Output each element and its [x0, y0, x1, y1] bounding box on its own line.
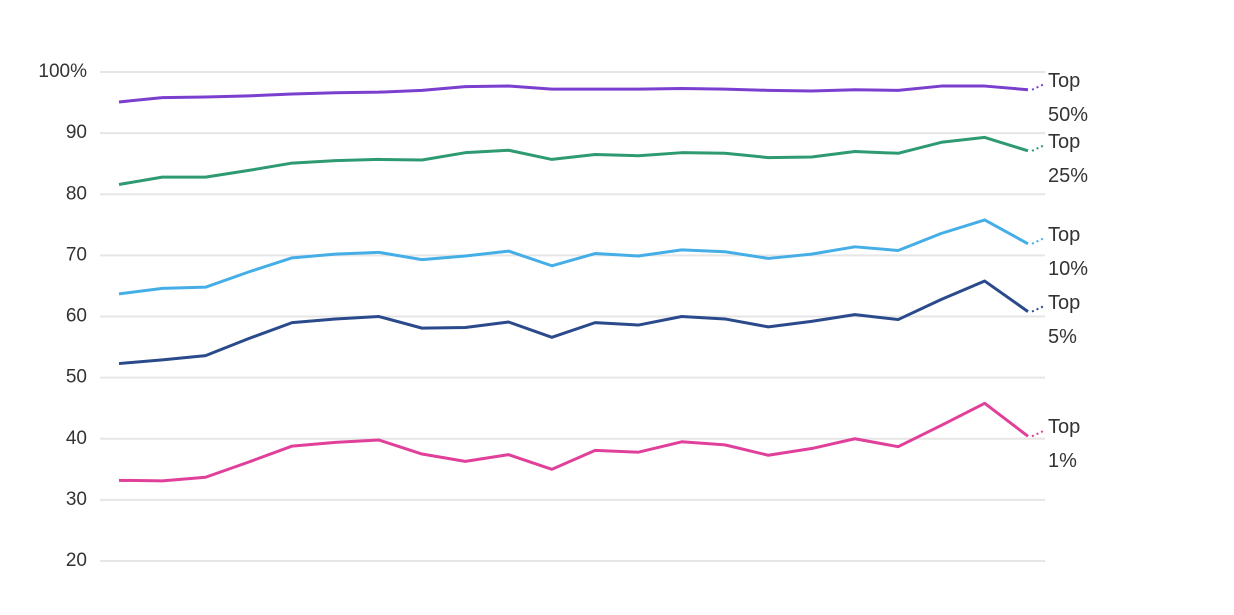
series-line — [118, 218, 1029, 296]
series-label: Top 25% — [1048, 130, 1089, 187]
label-connector — [1031, 143, 1046, 152]
series-line — [118, 401, 1029, 483]
series-label: Top 50% — [1048, 69, 1089, 126]
label-connector — [1031, 82, 1046, 91]
y-tick-label: 30 — [66, 489, 87, 510]
series-label: Top 1% — [1048, 416, 1081, 473]
series-line — [118, 84, 1029, 104]
label-connector — [1031, 429, 1046, 438]
y-tick-label: 90 — [66, 122, 87, 143]
series-line — [118, 135, 1029, 186]
series-label: Top 10% — [1048, 223, 1089, 280]
y-tick-label: 40 — [66, 428, 87, 449]
y-tick-label: 60 — [66, 306, 87, 327]
label-connector — [1031, 304, 1046, 313]
y-tick-label: 100% — [38, 61, 87, 82]
y-tick-label: 50 — [66, 367, 87, 388]
y-tick-label: 80 — [66, 183, 87, 204]
y-tick-label: 70 — [66, 244, 87, 265]
label-connector — [1031, 236, 1046, 245]
series-line — [118, 279, 1029, 366]
series-label: Top 5% — [1048, 291, 1081, 348]
y-tick-label: 20 — [66, 550, 87, 571]
